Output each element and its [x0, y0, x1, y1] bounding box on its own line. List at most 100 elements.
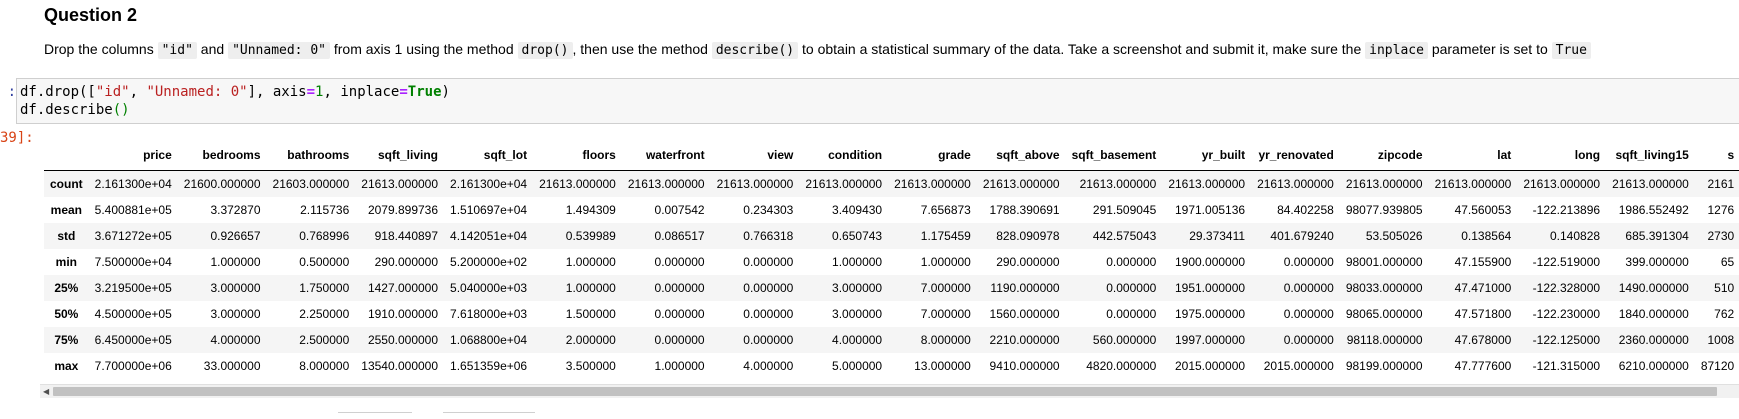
- table-cell: 21603.000000: [272, 177, 350, 191]
- table-cell: 1840.000000: [1618, 307, 1689, 321]
- table-cell: -122.328000: [1532, 281, 1601, 295]
- table-cell: 0.000000: [743, 333, 794, 347]
- table-cell: 6.450000e+05: [94, 333, 172, 347]
- table-cell: 7.000000: [920, 281, 971, 295]
- table-cell: 8.000000: [920, 333, 971, 347]
- table-cell: 2360.000000: [1618, 333, 1689, 347]
- table-cell: 1971.005136: [1174, 203, 1246, 217]
- next-cell-edge: [443, 412, 535, 413]
- column-header: floors: [533, 140, 622, 171]
- table-cell: 21613.000000: [1079, 177, 1157, 191]
- code-token: , inplace: [323, 84, 400, 100]
- table-cell: 1.175459: [920, 229, 971, 243]
- table-cell: 1.000000: [654, 359, 705, 373]
- table-cell: 0.766318: [743, 229, 794, 243]
- table-cell: 0.000000: [1283, 307, 1334, 321]
- column-header: sqft_living: [355, 140, 445, 171]
- table-cell: 2.115736: [300, 203, 350, 217]
- table-cell: 2.161300e+04: [450, 177, 528, 191]
- scroll-left-arrow-icon[interactable]: ◀: [43, 387, 50, 396]
- column-header: sqft_lot: [444, 140, 534, 171]
- table-cell: 0.000000: [1106, 281, 1157, 295]
- table-cell: 33.000000: [203, 359, 261, 373]
- corner-cell: [44, 140, 89, 171]
- code-true: True: [1551, 42, 1591, 59]
- table-cell: 3.000000: [210, 281, 261, 295]
- table-row: min 7.500000e+04 1.000000 0.500000 290.00000…: [44, 249, 1739, 275]
- table-cell: 3.000000: [210, 307, 261, 321]
- table-cell: 98077.939805: [1345, 203, 1423, 217]
- table-cell: 1008: [1707, 333, 1735, 347]
- table-cell: -122.125000: [1532, 333, 1601, 347]
- table-cell: 47.777600: [1454, 359, 1512, 373]
- row-label: max: [54, 359, 79, 373]
- table-cell: 9410.000000: [989, 359, 1060, 373]
- table-cell: 0.000000: [1106, 255, 1157, 269]
- table-cell: 1900.000000: [1174, 255, 1246, 269]
- table-cell: 2550.000000: [367, 333, 439, 347]
- code-line-1: df.drop(["id", "Unnamed: 0"], axis=1, in…: [20, 83, 1736, 101]
- table-cell: 47.471000: [1454, 281, 1512, 295]
- column-header: view: [710, 140, 800, 171]
- column-header: bathrooms: [266, 140, 356, 171]
- table-cell: 8.000000: [299, 359, 350, 373]
- table-cell: 3.671272e+05: [94, 229, 172, 243]
- table-cell: 918.440897: [374, 229, 439, 243]
- question-heading: Question 2: [44, 5, 138, 25]
- table-cell: 6210.000000: [1618, 359, 1689, 373]
- table-cell: 0.000000: [743, 307, 794, 321]
- table-cell: 1.510697e+04: [450, 203, 528, 217]
- table-cell: 7.500000e+04: [94, 255, 172, 269]
- output-prompt: 39]:: [0, 130, 32, 146]
- table-cell: 1.750000: [299, 281, 350, 295]
- code-cell-input[interactable]: df.drop(["id", "Unnamed: 0"], axis=1, in…: [16, 78, 1739, 124]
- text-part: to obtain a statistical summary of the d…: [798, 41, 1366, 57]
- text-part: , then use the method: [572, 41, 712, 57]
- column-header: s: [1694, 140, 1739, 171]
- table-cell: 98065.000000: [1345, 307, 1423, 321]
- table-cell: 0.539989: [565, 229, 616, 243]
- code-token: ], axis: [247, 84, 307, 100]
- table-cell: 1.500000: [565, 307, 616, 321]
- table-cell: 21613.000000: [894, 177, 971, 191]
- table-cell: 3.372870: [210, 203, 261, 217]
- table-row: mean 5.400881e+05 3.372870 2.115736 2079.899…: [44, 197, 1739, 223]
- code-keyword: True: [407, 84, 442, 100]
- table-cell: 0.000000: [654, 281, 705, 295]
- table-cell: 291.509045: [1092, 203, 1157, 217]
- table-cell: 21613.000000: [1523, 177, 1601, 191]
- table-cell: 685.391304: [1625, 229, 1689, 243]
- table-cell: 2.250000: [299, 307, 350, 321]
- table-cell: 2.500000: [299, 333, 350, 347]
- table-cell: 0.000000: [654, 333, 705, 347]
- code-operator: =: [399, 84, 408, 100]
- code-token: ,: [129, 84, 147, 100]
- table-row: 25% 3.219500e+05 3.000000 1.750000 1427.0000…: [44, 275, 1739, 301]
- table-cell: 399.000000: [1625, 255, 1689, 269]
- table-cell: 84.402258: [1277, 203, 1334, 217]
- table-cell: -122.230000: [1532, 307, 1601, 321]
- input-prompt: :: [7, 84, 16, 100]
- describe-table: price bedrooms bathrooms sqft_living sqft_lo…: [44, 140, 1739, 379]
- table-cell: 1986.552492: [1618, 203, 1689, 217]
- table-cell: 0.000000: [743, 281, 794, 295]
- table-cell: 13.000000: [914, 359, 971, 373]
- table-cell: 1490.000000: [1618, 281, 1689, 295]
- code-string: "id": [95, 84, 130, 100]
- scroll-thumb[interactable]: [53, 387, 1717, 396]
- table-cell: -121.315000: [1532, 359, 1601, 373]
- row-label: min: [55, 255, 77, 269]
- table-cell: 0.000000: [743, 255, 794, 269]
- code-parens: (): [112, 102, 130, 118]
- horizontal-scrollbar[interactable]: ◀: [40, 384, 1739, 398]
- table-cell: 21613.000000: [1257, 177, 1334, 191]
- row-label: mean: [50, 203, 83, 217]
- row-label: 50%: [54, 307, 79, 321]
- table-cell: 21613.000000: [1434, 177, 1512, 191]
- table-cell: 7.700000e+06: [94, 359, 172, 373]
- table-cell: 4.000000: [743, 359, 794, 373]
- code-token: df.describe: [20, 102, 113, 118]
- table-cell: 0.500000: [299, 255, 350, 269]
- table-cell: 0.086517: [654, 229, 705, 243]
- table-cell: 29.373411: [1189, 229, 1246, 243]
